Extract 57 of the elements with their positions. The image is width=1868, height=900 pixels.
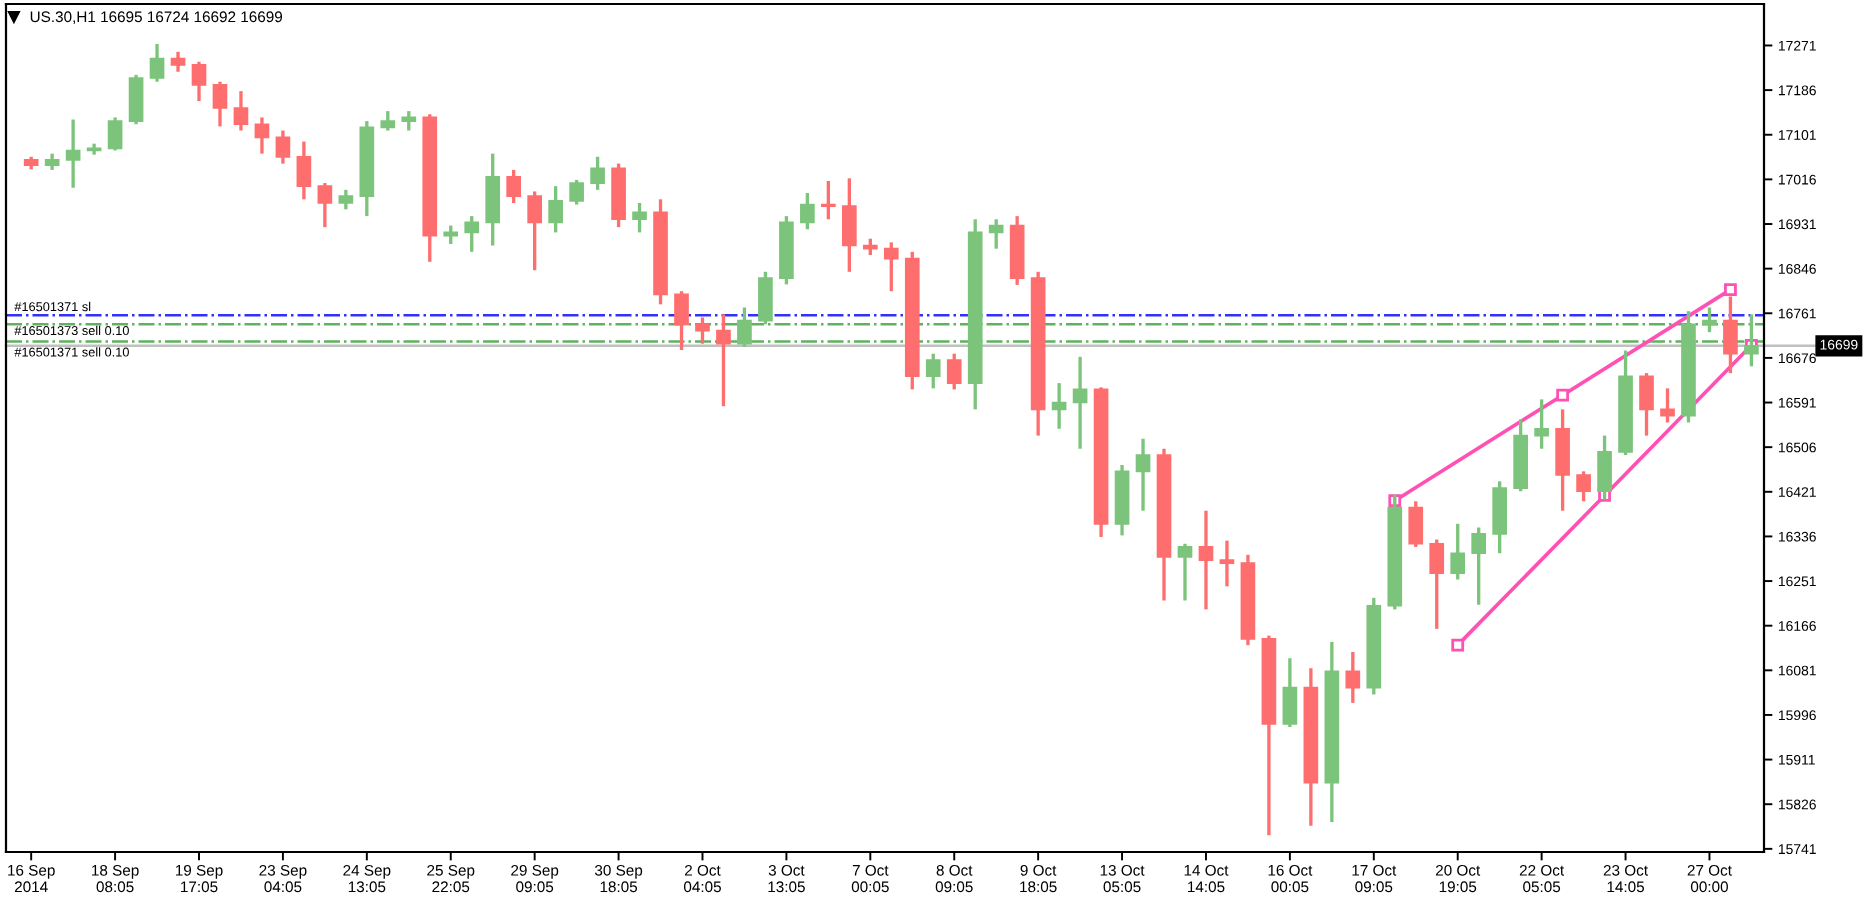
candlestick bbox=[1471, 525, 1487, 607]
candlestick bbox=[464, 214, 480, 254]
point bbox=[1556, 388, 1569, 402]
candlestick bbox=[821, 179, 836, 221]
candlestick bbox=[296, 139, 312, 201]
candlestick bbox=[527, 189, 542, 272]
candlestick bbox=[632, 201, 647, 235]
candlestick bbox=[1450, 522, 1466, 582]
candlestick bbox=[737, 305, 752, 349]
candlestick bbox=[841, 176, 857, 274]
candlestick bbox=[506, 168, 522, 205]
candlestick bbox=[1408, 499, 1424, 549]
candlestick bbox=[485, 151, 501, 248]
candlestick bbox=[107, 115, 123, 153]
candlestick bbox=[191, 60, 207, 103]
candlestick bbox=[128, 73, 144, 126]
candlestick bbox=[380, 109, 396, 133]
candlestick bbox=[758, 270, 773, 326]
candlestick bbox=[317, 181, 333, 229]
candlestick bbox=[1702, 305, 1717, 334]
point bbox=[1451, 638, 1465, 652]
candlestick bbox=[1492, 479, 1508, 555]
candlestick bbox=[1639, 371, 1654, 438]
candlestick bbox=[212, 80, 228, 129]
candlestick bbox=[883, 240, 899, 293]
candlestick bbox=[674, 289, 689, 352]
candlestick bbox=[946, 352, 962, 392]
candlestick bbox=[548, 184, 563, 235]
candlestick bbox=[1198, 509, 1214, 612]
candlestick bbox=[338, 188, 354, 211]
candlestick bbox=[1555, 407, 1570, 513]
candlestick bbox=[65, 117, 81, 190]
candlestick bbox=[1177, 542, 1193, 603]
candlestick bbox=[988, 217, 1004, 251]
candlestick bbox=[695, 315, 710, 346]
candlestick bbox=[1072, 355, 1088, 451]
candlestick bbox=[254, 115, 270, 156]
candlestick bbox=[716, 312, 731, 408]
candlestick bbox=[569, 178, 584, 207]
candlestick bbox=[170, 50, 186, 74]
candlestick bbox=[149, 42, 165, 84]
candlestick bbox=[1345, 650, 1361, 705]
candlestick bbox=[800, 191, 815, 231]
candlestick bbox=[925, 352, 941, 391]
candlestick bbox=[1219, 538, 1235, 588]
candlestick bbox=[1660, 386, 1675, 425]
candlestick bbox=[1534, 397, 1549, 451]
candlestick bbox=[590, 155, 605, 192]
candlestick bbox=[401, 109, 417, 133]
candlestick bbox=[1576, 469, 1591, 503]
candlestick bbox=[1429, 537, 1445, 631]
point bbox=[1724, 283, 1737, 297]
candlestick bbox=[1135, 437, 1151, 513]
candlestick bbox=[275, 128, 291, 166]
candlestick bbox=[233, 89, 249, 133]
candlestick bbox=[1282, 656, 1298, 729]
candlestick bbox=[1051, 381, 1067, 431]
